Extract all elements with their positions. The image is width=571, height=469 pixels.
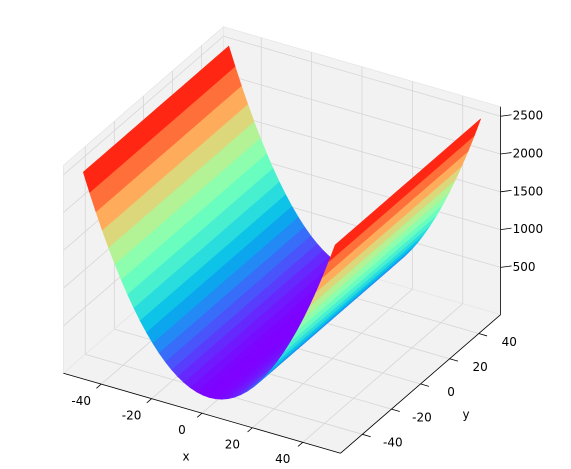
grid-line (223, 35, 501, 117)
y-tick (391, 408, 400, 412)
x-tick (196, 412, 203, 418)
y-tick (420, 383, 429, 387)
y-tick-label: 20 (472, 360, 487, 374)
y-tick (362, 433, 371, 438)
y-tick-label: 0 (447, 385, 455, 399)
z-tick-label: 1000 (513, 222, 544, 236)
z-tick-label: 500 (513, 260, 536, 274)
y-tick-label: -40 (383, 436, 403, 450)
z-tick-label: 1500 (513, 184, 544, 198)
y-tick (449, 358, 459, 362)
z-tick (500, 152, 512, 155)
x-tick-label: 20 (225, 438, 240, 452)
y-tick-label: 40 (502, 335, 517, 349)
z-tick (500, 227, 512, 231)
x-tick-label: -40 (71, 394, 91, 408)
y-axis-label: y (462, 408, 469, 422)
z-tick (500, 114, 512, 117)
z-tick-label: 2000 (513, 147, 544, 161)
x-axis-line (63, 372, 341, 454)
x-tick (247, 427, 253, 433)
x-tick (297, 441, 304, 447)
y-tick (478, 333, 488, 337)
z-tick (500, 189, 512, 193)
y-axis-line (340, 314, 501, 454)
x-tick-label: 40 (275, 452, 290, 466)
x-tick (146, 398, 152, 404)
x-axis-label: x (182, 450, 189, 464)
surface-facet (82, 159, 105, 193)
x-tick-label: 0 (178, 423, 186, 437)
y-tick-label: -20 (412, 410, 432, 424)
grid-line (63, 35, 224, 176)
z-tick-label: 2500 (513, 109, 544, 123)
x-tick (96, 383, 102, 389)
x-tick-label: -20 (122, 408, 142, 422)
z-tick (500, 265, 512, 268)
surface-facet (328, 232, 351, 262)
grid-line (223, 73, 501, 155)
